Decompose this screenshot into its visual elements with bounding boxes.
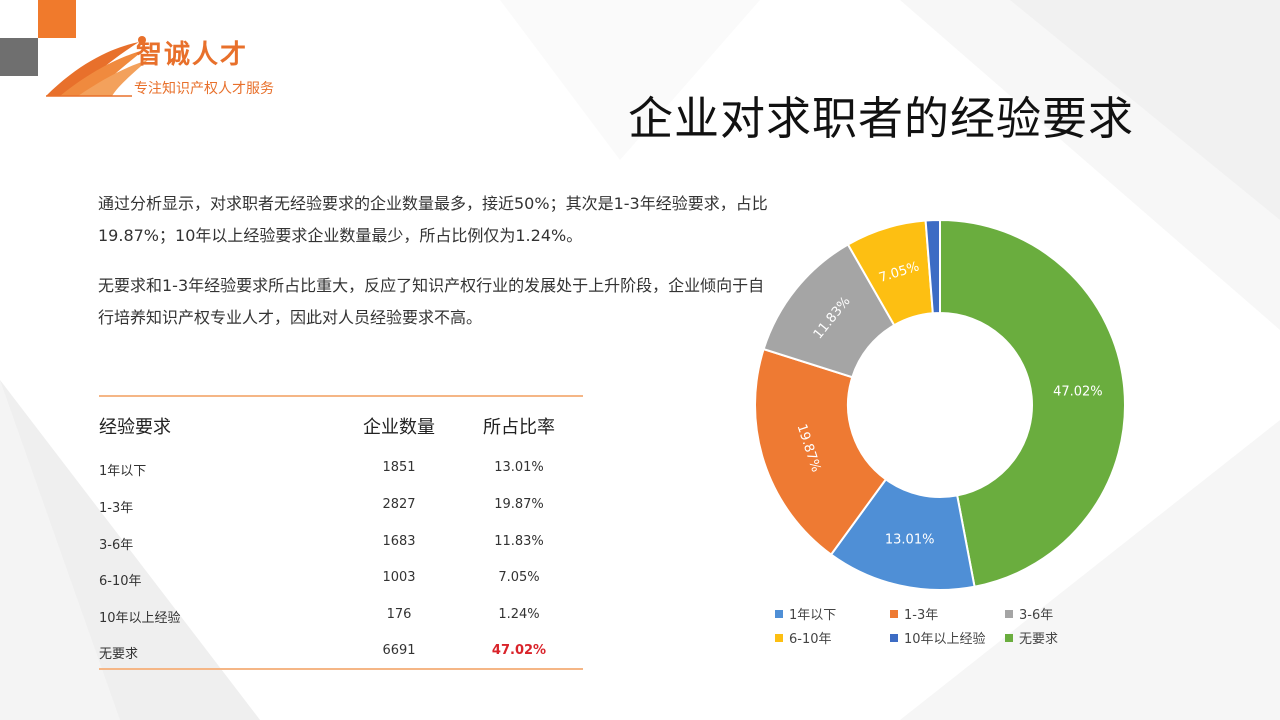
- row-label: 无要求: [99, 647, 139, 662]
- legend-swatch: [1005, 609, 1013, 618]
- logo-mark-icon: [46, 36, 148, 97]
- donut-slice: [924, 218, 941, 315]
- logo-slogan: 专注知识产权人才服务: [134, 81, 274, 97]
- row-label: 3-6年: [99, 538, 134, 553]
- corner-square-gray: [0, 38, 38, 76]
- legend-item: 1-3年: [890, 604, 938, 623]
- legend-label: 1-3年: [904, 608, 939, 623]
- legend-swatch: [775, 609, 783, 618]
- table-header-experience: 经验要求: [99, 417, 171, 438]
- logo-name: 智诚人才: [136, 40, 249, 70]
- row-label: 1年以下: [99, 464, 147, 479]
- donut-slice: [939, 218, 1126, 588]
- row-label: 6-10年: [99, 574, 142, 589]
- legend-item: 1年以下: [775, 604, 836, 623]
- row-label: 10年以上经验: [99, 611, 181, 626]
- legend-label: 无要求: [1019, 632, 1059, 647]
- legend-label: 1年以下: [789, 608, 837, 623]
- slice-label: 47.02%: [1053, 385, 1103, 400]
- legend-label: 10年以上经验: [904, 632, 986, 647]
- chart-legend: 1年以下 1-3年 3-6年 6-10年 10年以上经验 无要求: [775, 604, 1095, 652]
- legend-swatch: [1005, 633, 1013, 642]
- legend-label: 6-10年: [789, 632, 832, 647]
- legend-label: 3-6年: [1019, 608, 1054, 623]
- experience-table: 经验要求 企业数量 所占比率 1年以下 1851 13.01% 1-3年 282…: [99, 395, 583, 670]
- corner-square-orange: [38, 0, 76, 38]
- slice-label: 13.01%: [885, 533, 935, 548]
- legend-item: 无要求: [1005, 628, 1058, 647]
- row-label: 1-3年: [99, 501, 134, 516]
- analysis-paragraph-2: 无要求和1-3年经验要求所占比重大，反应了知识产权行业的发展处于上升阶段，企业倾…: [98, 276, 765, 327]
- legend-swatch: [890, 609, 898, 618]
- legend-item: 10年以上经验: [890, 628, 986, 647]
- legend-item: 6-10年: [775, 628, 832, 647]
- company-logo: 智诚人才 专注知识产权人才服务: [44, 28, 314, 103]
- legend-swatch: [775, 633, 783, 642]
- table-top-rule: [99, 395, 583, 397]
- legend-swatch: [890, 633, 898, 642]
- donut-slice: [754, 347, 888, 556]
- table-bottom-rule: [99, 668, 583, 670]
- legend-item: 3-6年: [1005, 604, 1053, 623]
- experience-donut-chart: 47.02%13.01%19.87%11.83%7.05%: [754, 218, 1126, 591]
- page-title: 企业对求职者的经验要求: [628, 92, 1135, 145]
- analysis-paragraph-1: 通过分析显示，对求职者无经验要求的企业数量最多，接近50%；其次是1-3年经验要…: [98, 194, 768, 245]
